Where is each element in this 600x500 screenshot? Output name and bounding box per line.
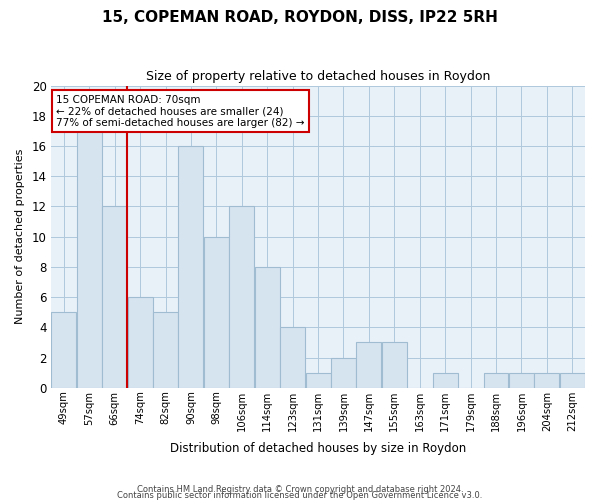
X-axis label: Distribution of detached houses by size in Roydon: Distribution of detached houses by size …	[170, 442, 466, 455]
Bar	[128, 297, 152, 388]
Bar	[52, 312, 76, 388]
Bar	[433, 372, 458, 388]
Bar	[484, 372, 508, 388]
Title: Size of property relative to detached houses in Roydon: Size of property relative to detached ho…	[146, 70, 490, 83]
Bar	[356, 342, 382, 388]
Bar	[178, 146, 203, 388]
Bar	[382, 342, 407, 388]
Text: 15 COPEMAN ROAD: 70sqm
← 22% of detached houses are smaller (24)
77% of semi-det: 15 COPEMAN ROAD: 70sqm ← 22% of detached…	[56, 94, 305, 128]
Bar	[229, 206, 254, 388]
Bar	[560, 372, 585, 388]
Bar	[331, 358, 356, 388]
Text: 15, COPEMAN ROAD, ROYDON, DISS, IP22 5RH: 15, COPEMAN ROAD, ROYDON, DISS, IP22 5RH	[102, 10, 498, 25]
Bar	[280, 328, 305, 388]
Text: Contains public sector information licensed under the Open Government Licence v3: Contains public sector information licen…	[118, 490, 482, 500]
Text: Contains HM Land Registry data © Crown copyright and database right 2024.: Contains HM Land Registry data © Crown c…	[137, 484, 463, 494]
Bar	[102, 206, 127, 388]
Bar	[305, 372, 331, 388]
Bar	[153, 312, 178, 388]
Bar	[535, 372, 559, 388]
Bar	[255, 267, 280, 388]
Bar	[509, 372, 534, 388]
Bar	[204, 236, 229, 388]
Bar	[77, 131, 102, 388]
Y-axis label: Number of detached properties: Number of detached properties	[15, 149, 25, 324]
